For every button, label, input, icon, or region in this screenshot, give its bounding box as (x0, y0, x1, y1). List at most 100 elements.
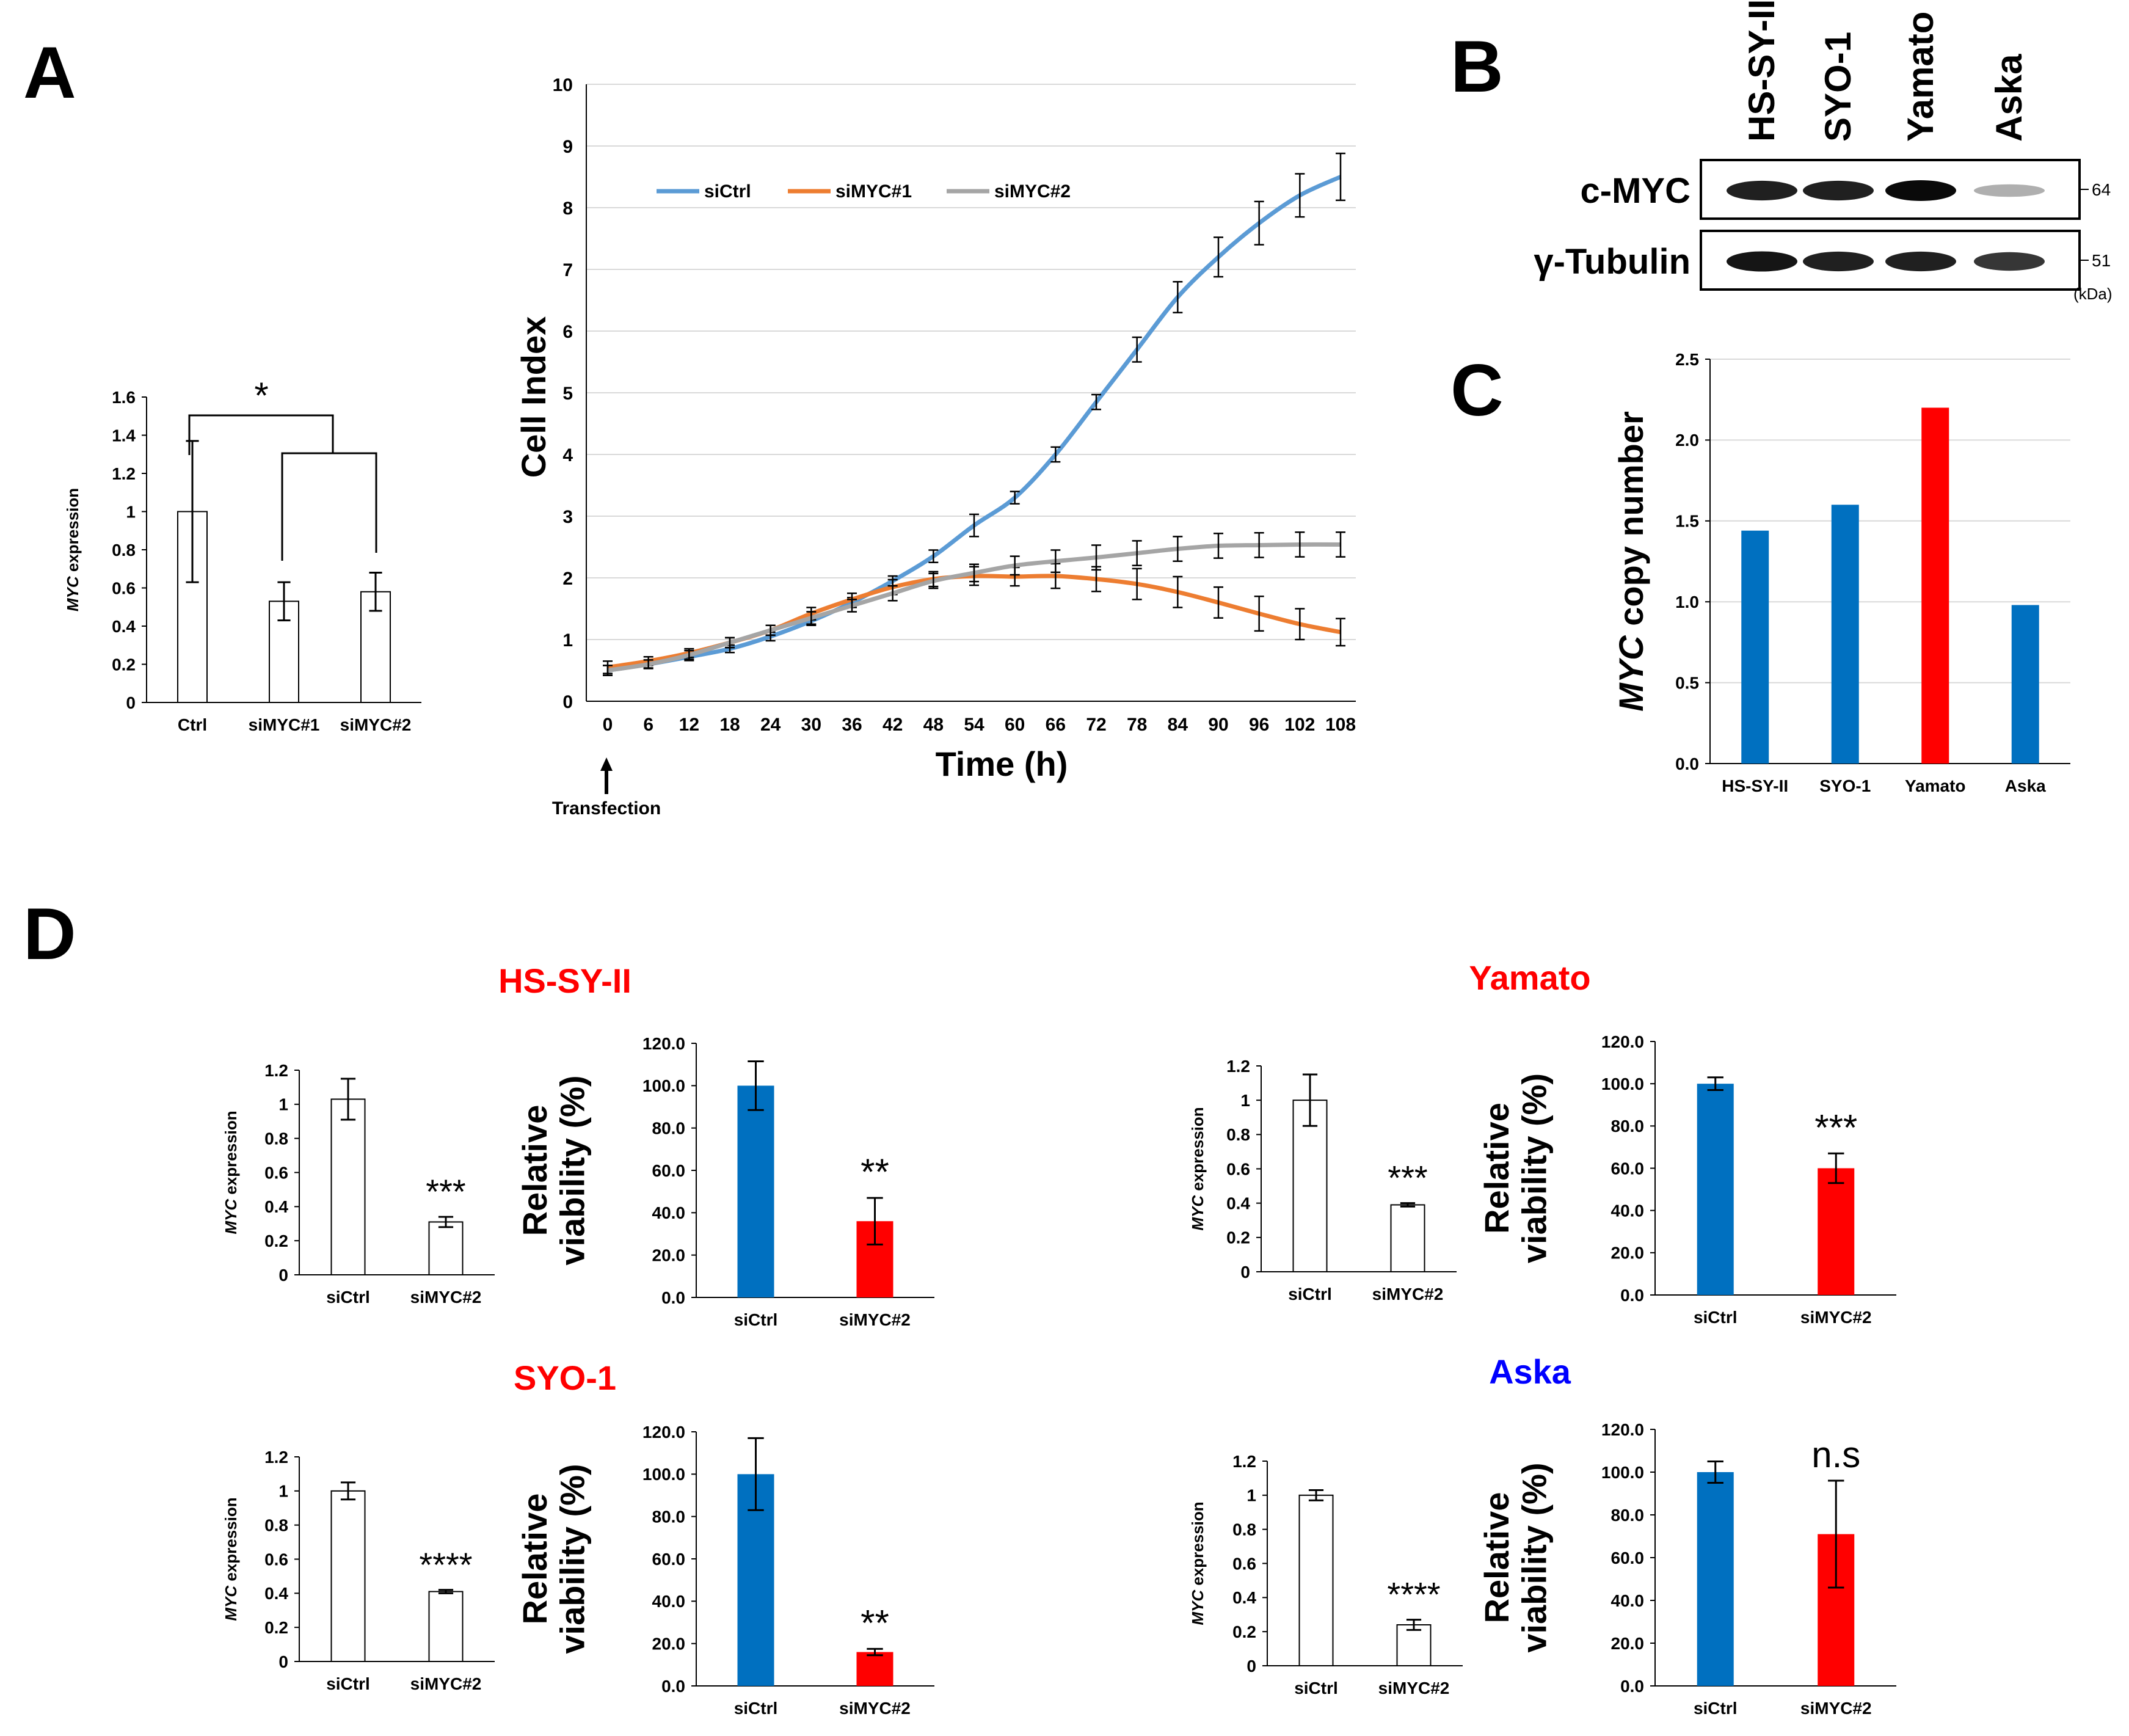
y-tick-label: 0.8 (1226, 1125, 1250, 1144)
y-tick-label: 0.6 (264, 1163, 288, 1182)
x-tick-label: siCtrl (1288, 1285, 1332, 1304)
y-tick-label: 100.0 (1601, 1074, 1644, 1093)
bar-sictrl (1697, 1472, 1734, 1686)
y-tick-label: 0.2 (112, 655, 136, 674)
y-axis-label-text: expression (222, 1111, 240, 1199)
blot-band (1974, 252, 2045, 271)
bar-simyc-2 (1390, 1204, 1425, 1272)
y-axis-label-line1: Relative (515, 1493, 554, 1625)
y-tick-label: 0.2 (1226, 1228, 1250, 1247)
x-tick-label: siCtrl (734, 1310, 778, 1329)
lane-label: SYO-1 (1818, 32, 1858, 142)
y-tick-label: 0.0 (661, 1288, 685, 1307)
x-tick-label: 6 (643, 715, 653, 735)
y-tick-label: 120.0 (1601, 1420, 1644, 1439)
blot-row-label: c-MYC (1581, 171, 1690, 211)
bar-simyc-2 (360, 591, 391, 703)
x-tick-label: 0 (603, 715, 613, 735)
x-tick-label: Aska (2005, 776, 2046, 795)
y-axis-label-line2: viability (%) (553, 1075, 592, 1265)
x-tick-label: siMYC#2 (410, 1288, 482, 1307)
series-line-sictrl (607, 175, 1342, 673)
bar-syo-1 (1831, 505, 1859, 764)
y-tick-label: 1 (278, 1482, 288, 1501)
bar-simyc-2 (1818, 1168, 1855, 1295)
y-tick-label: 1.4 (112, 426, 136, 445)
marker-unit: (kDa) (2073, 285, 2113, 303)
lane-label: Yamato (1900, 12, 1941, 142)
y-tick-label: 0.4 (1232, 1588, 1256, 1607)
y-tick-label: 60.0 (652, 1161, 686, 1180)
y-axis-label-line2: viability (%) (1515, 1462, 1554, 1652)
y-axis-label: MYC expression (64, 488, 82, 611)
x-tick-label: 48 (923, 715, 944, 735)
chart-d-hs-expr: 0 0.2 0.4 0.6 0.8 1 1.2 siCtrl siMYC#2 *** MYC exp… (222, 1061, 495, 1307)
x-tick-label: 66 (1046, 715, 1066, 735)
bar-yamato (1921, 407, 1949, 764)
x-tick-label: 60 (1005, 715, 1025, 735)
y-tick-label: 1.6 (112, 388, 136, 407)
x-tick-label: 108 (1325, 715, 1356, 735)
y-tick-label: 0 (1240, 1263, 1250, 1282)
y-tick-label: 0 (278, 1266, 288, 1285)
y-tick-label: 6 (562, 322, 573, 342)
y-tick-label: 1.2 (264, 1448, 288, 1467)
x-tick-label: 72 (1086, 715, 1106, 735)
y-tick-label: 1 (1240, 1091, 1250, 1110)
y-tick-label: 0.6 (1232, 1554, 1256, 1573)
y-axis-label-text: expression (1188, 1501, 1207, 1590)
y-tick-label: 0.8 (1232, 1520, 1256, 1539)
x-tick-label: Ctrl (178, 715, 207, 734)
x-tick-label: 36 (842, 715, 862, 735)
significance-label: n.s (1811, 1434, 1860, 1475)
charts-layer: 0 0.2 0.4 0.6 0.8 1 1.2 1.4 1.6 Ctrl siMYC#1 siMYC#… (64, 75, 2070, 1718)
y-tick-label: 1.2 (264, 1061, 288, 1080)
x-tick-label: siMYC#2 (1378, 1679, 1450, 1698)
y-axis-label-text: expression (1188, 1107, 1207, 1195)
y-tick-label: 80.0 (1611, 1117, 1645, 1136)
y-tick-label: 1.5 (1675, 512, 1699, 531)
significance-label: ** (861, 1602, 889, 1643)
x-tick-label: siCtrl (326, 1674, 370, 1693)
x-tick-label: siMYC#2 (340, 715, 412, 734)
x-tick-label: 42 (883, 715, 903, 735)
bar-sictrl (1298, 1494, 1334, 1666)
x-tick-label: 84 (1168, 715, 1188, 735)
title-syo-1: SYO-1 (514, 1359, 616, 1397)
blot-band (1885, 180, 1956, 201)
x-tick-label: SYO-1 (1819, 776, 1871, 795)
bar-aska (2011, 605, 2039, 764)
y-tick-label: 0.6 (112, 578, 136, 597)
x-tick-label: 102 (1284, 715, 1315, 735)
title-hs-sy-ii: HS-SY-II (498, 961, 631, 1000)
y-axis-label: MYC expression (1188, 1501, 1207, 1625)
y-tick-label: 2.5 (1675, 350, 1699, 369)
x-tick-label: siCtrl (1694, 1308, 1738, 1327)
x-tick-label: 12 (679, 715, 699, 735)
y-axis-label: Cell Index (514, 316, 553, 478)
y-tick-label: 0 (278, 1652, 288, 1671)
blot-band (1885, 251, 1956, 272)
y-tick-label: 1 (126, 502, 136, 521)
chart-d-aska-expr: 0 0.2 0.4 0.6 0.8 1 1.2 siCtrl siMYC#2 **** MYC ex… (1188, 1452, 1463, 1698)
y-tick-label: 80.0 (652, 1507, 686, 1526)
chart-d-ya-expr: 0 0.2 0.4 0.6 0.8 1 1.2 siCtrl siMYC#2 *** MYC exp… (1188, 1057, 1457, 1304)
x-tick-label: siCtrl (1294, 1679, 1338, 1698)
legend-label: siCtrl (704, 181, 751, 202)
chart-d-aska-via: 0.0 20.0 40.0 60.0 80.0 100.0 120.0 siCtrl siMYC… (1477, 1420, 1896, 1718)
y-tick-label: 0.4 (264, 1584, 288, 1603)
bar-sictrl (1292, 1100, 1328, 1272)
y-tick-label: 0 (562, 692, 573, 712)
panel-label-b: B (1450, 26, 1504, 108)
y-tick-label: 1 (278, 1095, 288, 1114)
y-tick-label: 0.2 (264, 1231, 288, 1250)
y-tick-label: 0 (1246, 1657, 1256, 1676)
transfection-arrow (600, 757, 613, 794)
x-axis-label: Time (h) (936, 745, 1068, 783)
x-tick-label: siCtrl (326, 1288, 370, 1307)
y-tick-label: 120.0 (642, 1423, 685, 1442)
legend-label: siMYC#2 (994, 181, 1071, 202)
y-tick-label: 4 (562, 445, 573, 465)
y-axis-label: MYC expression (1188, 1107, 1207, 1230)
y-tick-label: 1.0 (1675, 593, 1699, 611)
